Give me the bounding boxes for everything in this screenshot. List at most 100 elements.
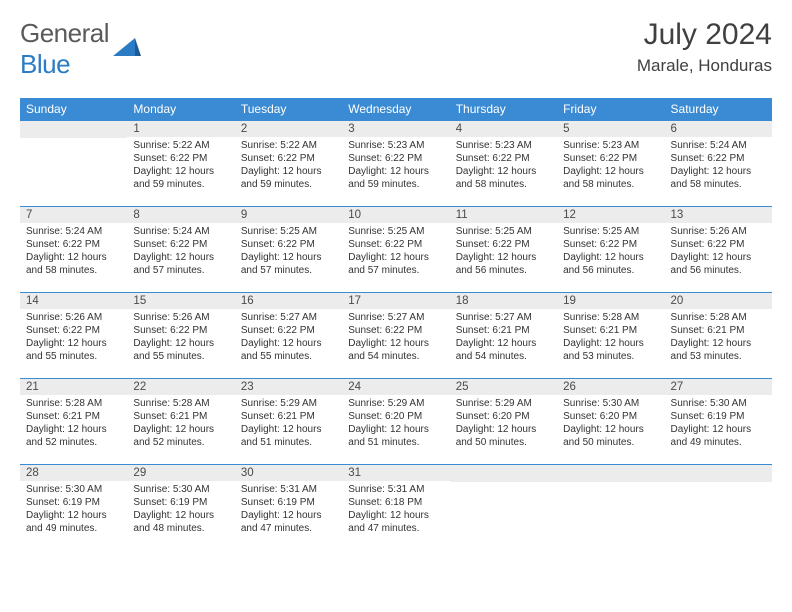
sunset: Sunset: 6:22 PM xyxy=(133,238,228,251)
day-body: Sunrise: 5:28 AMSunset: 6:21 PMDaylight:… xyxy=(127,395,234,453)
daylight: Daylight: 12 hours and 55 minutes. xyxy=(241,337,336,363)
day-number: 14 xyxy=(20,293,127,309)
calendar-cell xyxy=(557,465,664,551)
sunset: Sunset: 6:22 PM xyxy=(563,152,658,165)
calendar-week-row: 14Sunrise: 5:26 AMSunset: 6:22 PMDayligh… xyxy=(20,293,772,379)
day-number xyxy=(557,465,664,482)
sunset: Sunset: 6:22 PM xyxy=(563,238,658,251)
day-number: 19 xyxy=(557,293,664,309)
calendar-cell: 31Sunrise: 5:31 AMSunset: 6:18 PMDayligh… xyxy=(342,465,449,551)
day-body: Sunrise: 5:23 AMSunset: 6:22 PMDaylight:… xyxy=(342,137,449,195)
day-body: Sunrise: 5:28 AMSunset: 6:21 PMDaylight:… xyxy=(557,309,664,367)
daylight: Daylight: 12 hours and 54 minutes. xyxy=(348,337,443,363)
daylight: Daylight: 12 hours and 59 minutes. xyxy=(241,165,336,191)
day-number: 11 xyxy=(450,207,557,223)
calendar-cell: 4Sunrise: 5:23 AMSunset: 6:22 PMDaylight… xyxy=(450,121,557,207)
daylight: Daylight: 12 hours and 57 minutes. xyxy=(241,251,336,277)
title-block: July 2024 Marale, Honduras xyxy=(637,18,772,76)
calendar-week-row: 28Sunrise: 5:30 AMSunset: 6:19 PMDayligh… xyxy=(20,465,772,551)
day-body: Sunrise: 5:25 AMSunset: 6:22 PMDaylight:… xyxy=(450,223,557,281)
daylight: Daylight: 12 hours and 53 minutes. xyxy=(671,337,766,363)
calendar-cell: 13Sunrise: 5:26 AMSunset: 6:22 PMDayligh… xyxy=(665,207,772,293)
day-body: Sunrise: 5:30 AMSunset: 6:20 PMDaylight:… xyxy=(557,395,664,453)
calendar-cell: 5Sunrise: 5:23 AMSunset: 6:22 PMDaylight… xyxy=(557,121,664,207)
sunrise: Sunrise: 5:25 AM xyxy=(348,225,443,238)
day-body: Sunrise: 5:24 AMSunset: 6:22 PMDaylight:… xyxy=(20,223,127,281)
day-body: Sunrise: 5:24 AMSunset: 6:22 PMDaylight:… xyxy=(127,223,234,281)
calendar-cell: 2Sunrise: 5:22 AMSunset: 6:22 PMDaylight… xyxy=(235,121,342,207)
daylight: Daylight: 12 hours and 47 minutes. xyxy=(348,509,443,535)
day-number: 7 xyxy=(20,207,127,223)
daylight: Daylight: 12 hours and 53 minutes. xyxy=(563,337,658,363)
calendar-cell: 25Sunrise: 5:29 AMSunset: 6:20 PMDayligh… xyxy=(450,379,557,465)
sunset: Sunset: 6:19 PM xyxy=(671,410,766,423)
day-number: 10 xyxy=(342,207,449,223)
day-body: Sunrise: 5:28 AMSunset: 6:21 PMDaylight:… xyxy=(665,309,772,367)
weekday-header: Saturday xyxy=(665,98,772,121)
day-body: Sunrise: 5:29 AMSunset: 6:20 PMDaylight:… xyxy=(450,395,557,453)
sunset: Sunset: 6:21 PM xyxy=(26,410,121,423)
day-number: 24 xyxy=(342,379,449,395)
day-number: 29 xyxy=(127,465,234,481)
sunrise: Sunrise: 5:23 AM xyxy=(456,139,551,152)
sunset: Sunset: 6:21 PM xyxy=(563,324,658,337)
day-number: 26 xyxy=(557,379,664,395)
day-body: Sunrise: 5:27 AMSunset: 6:22 PMDaylight:… xyxy=(342,309,449,367)
calendar-cell: 9Sunrise: 5:25 AMSunset: 6:22 PMDaylight… xyxy=(235,207,342,293)
daylight: Daylight: 12 hours and 55 minutes. xyxy=(133,337,228,363)
sunrise: Sunrise: 5:29 AM xyxy=(348,397,443,410)
day-number: 18 xyxy=(450,293,557,309)
sunrise: Sunrise: 5:22 AM xyxy=(133,139,228,152)
daylight: Daylight: 12 hours and 57 minutes. xyxy=(348,251,443,277)
sunrise: Sunrise: 5:25 AM xyxy=(456,225,551,238)
daylight: Daylight: 12 hours and 48 minutes. xyxy=(133,509,228,535)
sunrise: Sunrise: 5:24 AM xyxy=(26,225,121,238)
sunrise: Sunrise: 5:23 AM xyxy=(348,139,443,152)
day-body: Sunrise: 5:29 AMSunset: 6:20 PMDaylight:… xyxy=(342,395,449,453)
day-number: 5 xyxy=(557,121,664,137)
day-number: 13 xyxy=(665,207,772,223)
calendar-cell: 17Sunrise: 5:27 AMSunset: 6:22 PMDayligh… xyxy=(342,293,449,379)
day-number: 1 xyxy=(127,121,234,137)
sunrise: Sunrise: 5:28 AM xyxy=(26,397,121,410)
calendar: SundayMondayTuesdayWednesdayThursdayFrid… xyxy=(20,98,772,551)
daylight: Daylight: 12 hours and 51 minutes. xyxy=(241,423,336,449)
weekday-header: Tuesday xyxy=(235,98,342,121)
weekday-header: Sunday xyxy=(20,98,127,121)
calendar-cell: 1Sunrise: 5:22 AMSunset: 6:22 PMDaylight… xyxy=(127,121,234,207)
day-body: Sunrise: 5:22 AMSunset: 6:22 PMDaylight:… xyxy=(235,137,342,195)
sunset: Sunset: 6:21 PM xyxy=(241,410,336,423)
calendar-body: 1Sunrise: 5:22 AMSunset: 6:22 PMDaylight… xyxy=(20,121,772,551)
day-number: 16 xyxy=(235,293,342,309)
day-number: 17 xyxy=(342,293,449,309)
calendar-cell: 8Sunrise: 5:24 AMSunset: 6:22 PMDaylight… xyxy=(127,207,234,293)
day-body: Sunrise: 5:23 AMSunset: 6:22 PMDaylight:… xyxy=(450,137,557,195)
day-number: 20 xyxy=(665,293,772,309)
sunrise: Sunrise: 5:29 AM xyxy=(241,397,336,410)
sunrise: Sunrise: 5:27 AM xyxy=(241,311,336,324)
sunrise: Sunrise: 5:28 AM xyxy=(563,311,658,324)
day-body: Sunrise: 5:30 AMSunset: 6:19 PMDaylight:… xyxy=(665,395,772,453)
daylight: Daylight: 12 hours and 51 minutes. xyxy=(348,423,443,449)
sunset: Sunset: 6:20 PM xyxy=(456,410,551,423)
weekday-header: Friday xyxy=(557,98,664,121)
weekday-header: Monday xyxy=(127,98,234,121)
sunset: Sunset: 6:22 PM xyxy=(26,324,121,337)
calendar-cell: 3Sunrise: 5:23 AMSunset: 6:22 PMDaylight… xyxy=(342,121,449,207)
location: Marale, Honduras xyxy=(637,56,772,76)
calendar-cell: 26Sunrise: 5:30 AMSunset: 6:20 PMDayligh… xyxy=(557,379,664,465)
day-body: Sunrise: 5:31 AMSunset: 6:18 PMDaylight:… xyxy=(342,481,449,539)
daylight: Daylight: 12 hours and 59 minutes. xyxy=(133,165,228,191)
day-number: 23 xyxy=(235,379,342,395)
sunset: Sunset: 6:22 PM xyxy=(348,238,443,251)
sunrise: Sunrise: 5:25 AM xyxy=(241,225,336,238)
daylight: Daylight: 12 hours and 56 minutes. xyxy=(563,251,658,277)
sunset: Sunset: 6:22 PM xyxy=(26,238,121,251)
sunset: Sunset: 6:22 PM xyxy=(133,324,228,337)
day-number xyxy=(450,465,557,482)
calendar-week-row: 7Sunrise: 5:24 AMSunset: 6:22 PMDaylight… xyxy=(20,207,772,293)
day-body: Sunrise: 5:23 AMSunset: 6:22 PMDaylight:… xyxy=(557,137,664,195)
calendar-cell: 15Sunrise: 5:26 AMSunset: 6:22 PMDayligh… xyxy=(127,293,234,379)
day-number: 3 xyxy=(342,121,449,137)
calendar-cell: 22Sunrise: 5:28 AMSunset: 6:21 PMDayligh… xyxy=(127,379,234,465)
